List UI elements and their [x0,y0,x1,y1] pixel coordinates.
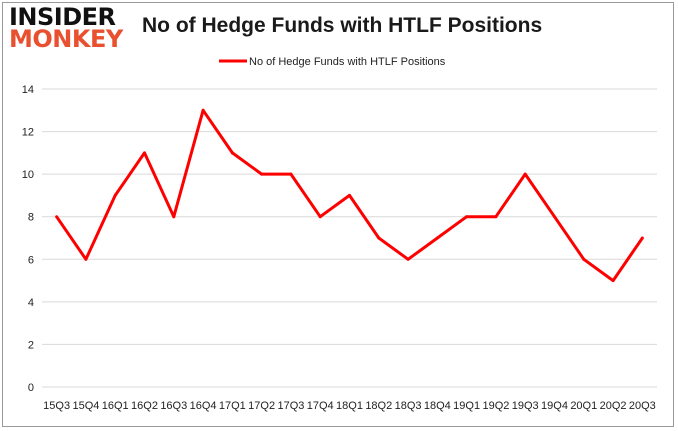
y-tick-label-12: 12 [22,127,34,139]
grid-lines [42,88,657,388]
x-tick-label-16Q3: 16Q3 [160,400,187,412]
data-point-15Q4 [84,257,88,261]
y-tick-label-14: 14 [22,84,34,96]
chart-frame [2,2,674,427]
y-tick-label-2: 2 [28,339,34,351]
x-tick-label-17Q1: 17Q1 [219,400,246,412]
x-tick-label-18Q1: 18Q1 [336,400,363,412]
data-point-15Q3 [55,215,59,219]
data-point-18Q3 [406,257,410,261]
x-tick-label-19Q3: 19Q3 [512,400,539,412]
x-tick-label-18Q4: 18Q4 [424,400,451,412]
data-point-18Q4 [435,236,439,240]
data-point-19Q1 [465,215,469,219]
insider-monkey-logo: INSIDER MONKEY [9,3,127,54]
y-tick-label-4: 4 [28,297,34,309]
x-tick-label-15Q3: 15Q3 [43,400,70,412]
x-tick-label-16Q1: 16Q1 [102,400,129,412]
data-point-16Q4 [201,108,205,112]
data-point-16Q3 [172,215,176,219]
data-point-16Q1 [113,193,117,197]
x-tick-label-20Q2: 20Q2 [600,400,627,412]
logo-line-2: MONKEY [9,25,123,53]
x-tick-label-16Q4: 16Q4 [190,400,217,412]
x-tick-label-19Q2: 19Q2 [482,400,509,412]
y-tick-label-10: 10 [22,169,34,181]
series-group [55,108,644,283]
data-point-18Q2 [377,236,381,240]
x-tick-label-18Q2: 18Q2 [365,400,392,412]
x-tick-label-19Q1: 19Q1 [453,400,480,412]
data-point-16Q2 [143,151,146,155]
x-tick-label-17Q4: 17Q4 [307,400,334,412]
legend: No of Hedge Funds with HTLF Positions [219,56,446,68]
data-point-19Q3 [523,172,527,176]
chart-title: No of Hedge Funds with HTLF Positions [142,14,543,37]
data-point-17Q1 [230,151,234,155]
x-tick-label-17Q3: 17Q3 [277,400,304,412]
data-point-20Q2 [611,279,615,283]
data-point-19Q4 [553,215,556,219]
x-tick-label-20Q3: 20Q3 [629,400,656,412]
y-axis-ticks: 0 2 4 6 8 10 12 14 [22,84,34,394]
x-tick-label-15Q4: 15Q4 [72,400,99,412]
data-point-20Q3 [640,236,644,240]
y-tick-label-6: 6 [28,254,34,266]
data-point-20Q1 [582,257,586,261]
x-tick-label-17Q2: 17Q2 [248,400,275,412]
y-tick-label-0: 0 [28,382,34,394]
logo-line-1: INSIDER [9,3,116,31]
x-tick-label-18Q3: 18Q3 [395,400,422,412]
legend-label: No of Hedge Funds with HTLF Positions [249,56,446,68]
x-tick-label-20Q1: 20Q1 [570,400,597,412]
x-tick-label-16Q2: 16Q2 [131,400,158,412]
data-point-18Q1 [348,193,351,197]
y-tick-label-8: 8 [28,212,34,224]
x-axis-ticks: 15Q3 15Q4 16Q1 16Q2 16Q3 16Q4 17Q1 17Q2 17Q3 17Q4… [43,400,656,412]
data-point-17Q2 [260,172,264,176]
data-point-17Q4 [318,215,322,219]
data-point-19Q2 [494,215,498,219]
data-point-17Q3 [289,172,293,176]
x-tick-label-19Q4: 19Q4 [541,400,568,412]
